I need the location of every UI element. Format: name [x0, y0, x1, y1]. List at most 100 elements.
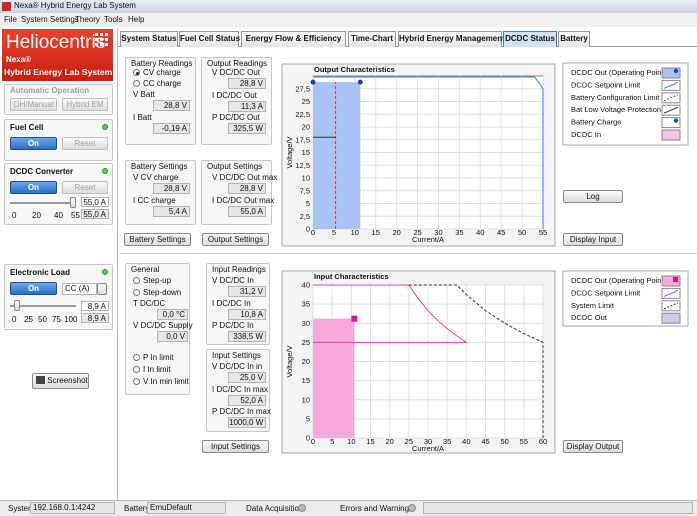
tab[interactable]: Battery	[558, 31, 590, 47]
logo-dot	[100, 38, 103, 41]
field-value: 0,0 V	[157, 331, 188, 342]
mode-dropdown[interactable]: CC (A)	[62, 283, 97, 295]
status-led	[102, 269, 108, 275]
logo-text: Heliocentris	[6, 32, 106, 53]
setpoint-input[interactable]: 8,9 A	[81, 301, 109, 311]
action-button[interactable]: Battery Settings	[124, 233, 191, 246]
tab[interactable]: System Status	[120, 31, 178, 47]
logo-dot	[105, 38, 108, 41]
menu-item[interactable]: Theory	[75, 15, 100, 24]
slider-tick: 55	[71, 211, 80, 220]
setpoint-input[interactable]: 55,0 A	[81, 197, 109, 207]
field-label: V DC/DC Supply	[133, 321, 193, 330]
radio-button[interactable]	[133, 289, 140, 296]
radio-button[interactable]	[133, 354, 140, 361]
field-label: I DC/DC In	[212, 299, 251, 308]
field-label: T DC/DC	[133, 299, 166, 308]
on-button[interactable]: On	[10, 137, 57, 150]
slider-tick: 0	[12, 315, 17, 324]
field-label: P DC/DC Out	[212, 113, 260, 122]
tab[interactable]: Energy Flow & Efficiency	[241, 31, 346, 47]
radio-label: CV charge	[143, 68, 181, 77]
field-label: I Batt	[133, 113, 152, 122]
auto-title: Automatic Operation	[10, 86, 90, 95]
slider-track	[10, 305, 76, 307]
load-group	[4, 264, 113, 330]
menu-item[interactable]: Help	[128, 15, 145, 24]
field-value: 5,4 A	[153, 206, 190, 217]
side-button[interactable]: Log	[563, 190, 623, 203]
logo-dot	[95, 33, 98, 36]
field-value: 1000,0 W	[228, 417, 266, 428]
status-led	[102, 168, 108, 174]
logo-dot	[100, 33, 103, 36]
radio-button[interactable]	[133, 69, 140, 76]
app-icon	[2, 2, 11, 11]
field-label: I DC/DC Out max	[212, 196, 275, 205]
group-title: Input Readings	[212, 265, 266, 274]
tab[interactable]: Hybrid Energy Management	[398, 31, 505, 47]
on-button[interactable]: On	[10, 282, 57, 295]
menu-item[interactable]: Tools	[104, 15, 123, 24]
title-bar	[0, 0, 697, 13]
radio-label: V In min limit	[143, 377, 189, 386]
radio-button[interactable]	[133, 277, 140, 284]
field-value: 52,0 A	[228, 395, 266, 406]
field-value: 25,0 V	[228, 372, 266, 383]
action-button[interactable]: Input Settings	[202, 440, 269, 453]
group-box	[125, 263, 190, 395]
field-value: 28,8 V	[153, 183, 190, 194]
slider-track	[10, 202, 76, 204]
group-title: Output Readings	[207, 59, 268, 68]
group-title: Input Settings	[212, 351, 261, 360]
status-led	[298, 504, 306, 512]
radio-button[interactable]	[133, 80, 140, 87]
screenshot-button[interactable]: Screenshot	[32, 373, 89, 389]
camera-icon	[36, 376, 45, 384]
status-label: Errors and Warnings	[340, 504, 414, 513]
status-field: 192.168.0.1:4242	[30, 502, 115, 514]
side-button[interactable]: Display Input	[563, 233, 623, 246]
fuel_cell-title: Fuel Cell	[10, 123, 44, 132]
slider-tick: 75	[52, 315, 61, 324]
action-button[interactable]: Output Settings	[202, 233, 269, 246]
logo-dot	[100, 43, 103, 46]
field-value: 338,5 W	[228, 331, 266, 342]
logo-dot	[95, 43, 98, 46]
dropdown-arrow[interactable]	[97, 283, 107, 295]
actual-value: 55,0 A	[81, 209, 109, 219]
radio-button[interactable]	[133, 366, 140, 373]
brand: Nexa®	[6, 55, 32, 64]
tab[interactable]: Time-Chart	[348, 31, 396, 47]
group-title: Battery Readings	[131, 59, 193, 68]
tab[interactable]: DCDC Status	[503, 31, 557, 47]
field-value: 28,8 V	[153, 100, 190, 111]
field-value: 10,8 A	[228, 309, 266, 320]
field-value: 55,0 A	[228, 206, 266, 217]
field-label: V DC/DC In	[212, 276, 254, 285]
field-value: 28,8 V	[228, 183, 266, 194]
field-label: P DC/DC In	[212, 321, 254, 330]
slider-thumb[interactable]	[70, 197, 76, 208]
tab[interactable]: Fuel Cell Status	[179, 31, 240, 47]
auto-button[interactable]: Hybrid EM	[62, 98, 108, 111]
radio-button[interactable]	[133, 378, 140, 385]
status-label: Battery	[124, 504, 150, 513]
reset-button[interactable]: Reset	[62, 137, 108, 150]
menu-item[interactable]: File	[4, 15, 17, 24]
field-label: I CC charge	[133, 196, 176, 205]
side-button[interactable]: Display Output	[563, 440, 623, 453]
reset-button[interactable]: Reset	[62, 181, 108, 194]
on-button[interactable]: On	[10, 181, 57, 194]
auto-button[interactable]: OH/Manual	[10, 98, 57, 111]
slider-tick: 25	[24, 315, 33, 324]
status-label: Data Acquisition	[246, 504, 304, 513]
status-field	[423, 502, 693, 514]
menu-item[interactable]: System Settings	[21, 15, 79, 24]
radio-label: CC charge	[143, 79, 182, 88]
field-label: V CV charge	[133, 173, 179, 182]
logo-dot	[105, 33, 108, 36]
group-title: General	[131, 265, 160, 274]
slider-thumb[interactable]	[14, 300, 20, 311]
